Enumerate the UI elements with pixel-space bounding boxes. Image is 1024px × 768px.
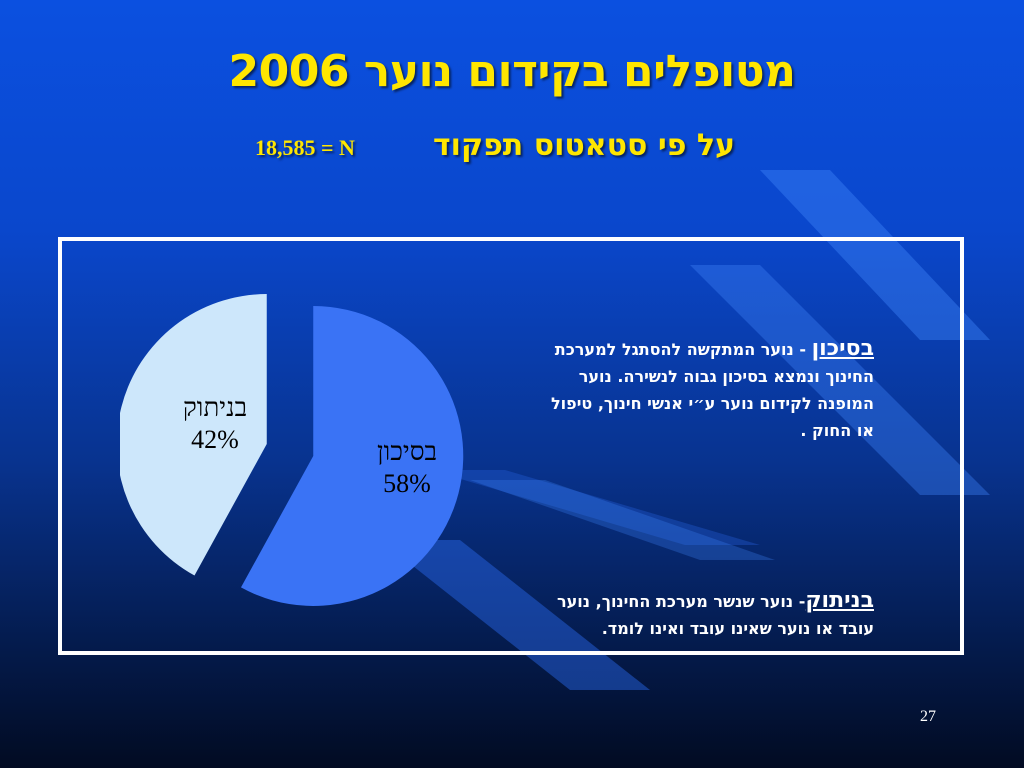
pie-slice-disconnected [120,294,267,576]
slice-value-disconnected: 42% [191,425,239,454]
definition-risk-term: בסיכון [811,336,874,361]
background-stripe [430,470,760,545]
pie-chart [120,294,464,606]
definition-risk: בסיכון - נוער המתקשה להסתגל למערכת החינו… [534,335,874,444]
sample-size: 18,585 = N [255,135,355,160]
background-stripe [470,480,775,560]
definition-disconnected: בניתוק- נוער שנשר מערכת החינוך, נוער עוב… [534,587,874,642]
definition-disconnected-dash: - [793,592,806,611]
definition-risk-dash: - [793,340,812,359]
slice-label-risk: בסיכון 58% [352,436,462,500]
background-stripe [760,170,990,340]
slice-name-risk: בסיכון [376,437,438,466]
definition-risk-text: נוער המתקשה להסתגל למערכת החינוך ונמצא ב… [551,340,874,440]
slide-number: 27 [920,708,936,725]
chart-frame [58,237,964,655]
pie-slice-risk [240,305,464,606]
definition-disconnected-term: בניתוק [805,588,874,613]
definition-disconnected-text: נוער שנשר מערכת החינוך, נוער עובד או נוע… [557,592,874,638]
subtitle-status: על פי סטאטוס תפקוד [433,128,735,163]
slide-subtitle: 18,585 = N על פי סטאטוס תפקוד [255,128,735,163]
slice-name-disconnected: בניתוק [182,393,248,422]
slice-value-risk: 58% [383,469,431,498]
slice-label-disconnected: בניתוק 42% [160,392,270,456]
background-stripe [690,265,990,495]
slide-title: מטופלים בקידום נוער 2006 [228,46,796,97]
